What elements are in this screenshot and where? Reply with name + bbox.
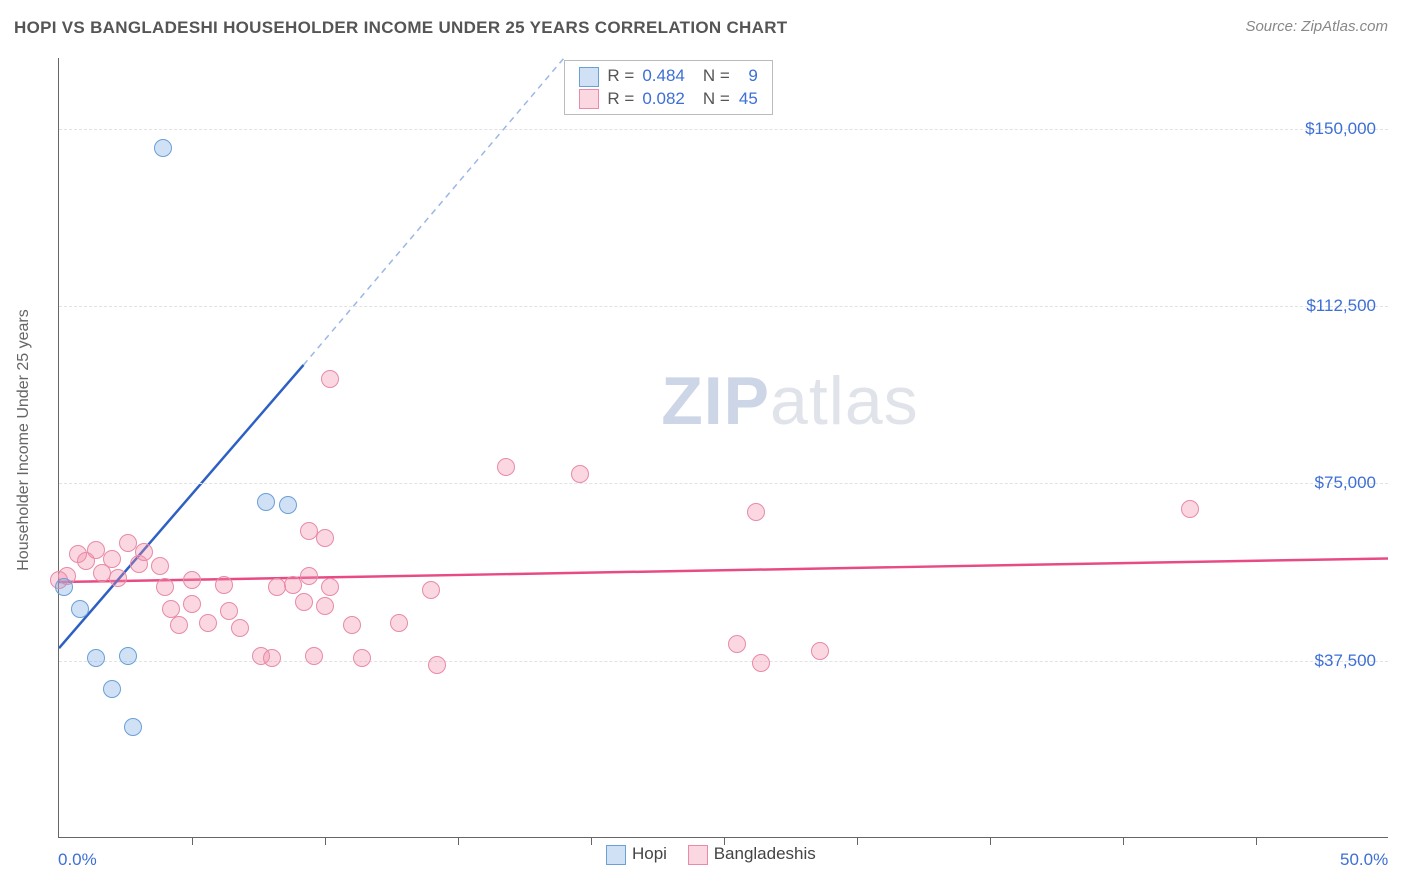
trend-line: [59, 558, 1388, 582]
data-point-hopi: [279, 496, 297, 514]
x-tick: [1123, 837, 1124, 845]
chart-title: HOPI VS BANGLADESHI HOUSEHOLDER INCOME U…: [14, 18, 787, 38]
data-point-bangladeshis: [199, 614, 217, 632]
data-point-hopi: [257, 493, 275, 511]
data-point-bangladeshis: [183, 595, 201, 613]
watermark-atlas: atlas: [770, 363, 919, 439]
data-point-hopi: [87, 649, 105, 667]
data-point-bangladeshis: [305, 647, 323, 665]
legend-stats: R = 0.484 N = 9 R = 0.082 N = 45: [564, 60, 772, 115]
data-point-bangladeshis: [135, 543, 153, 561]
data-point-bangladeshis: [422, 581, 440, 599]
data-point-bangladeshis: [390, 614, 408, 632]
legend-n-label: N =: [689, 88, 734, 111]
legend-swatch-hopi: [579, 67, 599, 87]
x-tick: [192, 837, 193, 845]
legend-stats-row-bang: R = 0.082 N = 45: [575, 88, 761, 111]
source-attribution: Source: ZipAtlas.com: [1245, 18, 1388, 35]
legend-label-bangladeshis: Bangladeshis: [714, 844, 816, 863]
x-axis-label: 0.0%: [58, 850, 97, 870]
x-axis-label: 50.0%: [1340, 850, 1388, 870]
data-point-bangladeshis: [571, 465, 589, 483]
data-point-bangladeshis: [170, 616, 188, 634]
x-tick: [458, 837, 459, 845]
data-point-hopi: [154, 139, 172, 157]
legend-n-value-bang: 45: [734, 88, 762, 111]
legend-swatch-hopi: [606, 845, 626, 865]
y-tick-label: $112,500: [1306, 296, 1376, 316]
data-point-bangladeshis: [109, 569, 127, 587]
trend-line: [304, 58, 564, 365]
legend-series: Hopi Bangladeshis: [590, 844, 816, 865]
legend-swatch-bangladeshis: [688, 845, 708, 865]
data-point-hopi: [55, 578, 73, 596]
x-tick: [990, 837, 991, 845]
data-point-hopi: [119, 647, 137, 665]
x-tick: [325, 837, 326, 845]
y-tick-label: $37,500: [1315, 651, 1376, 671]
data-point-bangladeshis: [428, 656, 446, 674]
data-point-bangladeshis: [747, 503, 765, 521]
data-point-bangladeshis: [321, 578, 339, 596]
data-point-hopi: [71, 600, 89, 618]
legend-label-hopi: Hopi: [632, 844, 667, 863]
data-point-hopi: [103, 680, 121, 698]
data-point-bangladeshis: [752, 654, 770, 672]
data-point-bangladeshis: [300, 567, 318, 585]
y-axis-label: Householder Income Under 25 years: [15, 309, 33, 570]
legend-stats-row-hopi: R = 0.484 N = 9: [575, 65, 761, 88]
data-point-bangladeshis: [295, 593, 313, 611]
data-point-bangladeshis: [321, 370, 339, 388]
data-point-bangladeshis: [231, 619, 249, 637]
y-tick-label: $75,000: [1315, 473, 1376, 493]
legend-n-value-hopi: 9: [734, 65, 762, 88]
gridline-h: [59, 129, 1388, 130]
gridline-h: [59, 306, 1388, 307]
data-point-bangladeshis: [343, 616, 361, 634]
data-point-bangladeshis: [353, 649, 371, 667]
legend-r-value-hopi: 0.484: [638, 65, 689, 88]
data-point-bangladeshis: [220, 602, 238, 620]
x-tick: [1256, 837, 1257, 845]
data-point-bangladeshis: [103, 550, 121, 568]
plot-area: ZIPatlas R = 0.484 N = 9 R = 0.082 N = 4…: [58, 58, 1388, 838]
data-point-hopi: [124, 718, 142, 736]
trend-lines-layer: [59, 58, 1388, 837]
legend-n-label: N =: [689, 65, 734, 88]
data-point-bangladeshis: [263, 649, 281, 667]
legend-r-value-bang: 0.082: [638, 88, 689, 111]
legend-swatch-bangladeshis: [579, 89, 599, 109]
data-point-bangladeshis: [162, 600, 180, 618]
data-point-bangladeshis: [183, 571, 201, 589]
x-tick: [857, 837, 858, 845]
data-point-bangladeshis: [156, 578, 174, 596]
gridline-h: [59, 483, 1388, 484]
data-point-bangladeshis: [497, 458, 515, 476]
data-point-bangladeshis: [215, 576, 233, 594]
legend-r-label: R =: [603, 65, 638, 88]
data-point-bangladeshis: [151, 557, 169, 575]
data-point-bangladeshis: [284, 576, 302, 594]
data-point-bangladeshis: [316, 529, 334, 547]
data-point-bangladeshis: [811, 642, 829, 660]
data-point-bangladeshis: [1181, 500, 1199, 518]
data-point-bangladeshis: [728, 635, 746, 653]
watermark: ZIPatlas: [661, 362, 918, 440]
data-point-bangladeshis: [316, 597, 334, 615]
legend-r-label: R =: [603, 88, 638, 111]
y-tick-label: $150,000: [1305, 119, 1376, 139]
watermark-zip: ZIP: [661, 363, 770, 439]
